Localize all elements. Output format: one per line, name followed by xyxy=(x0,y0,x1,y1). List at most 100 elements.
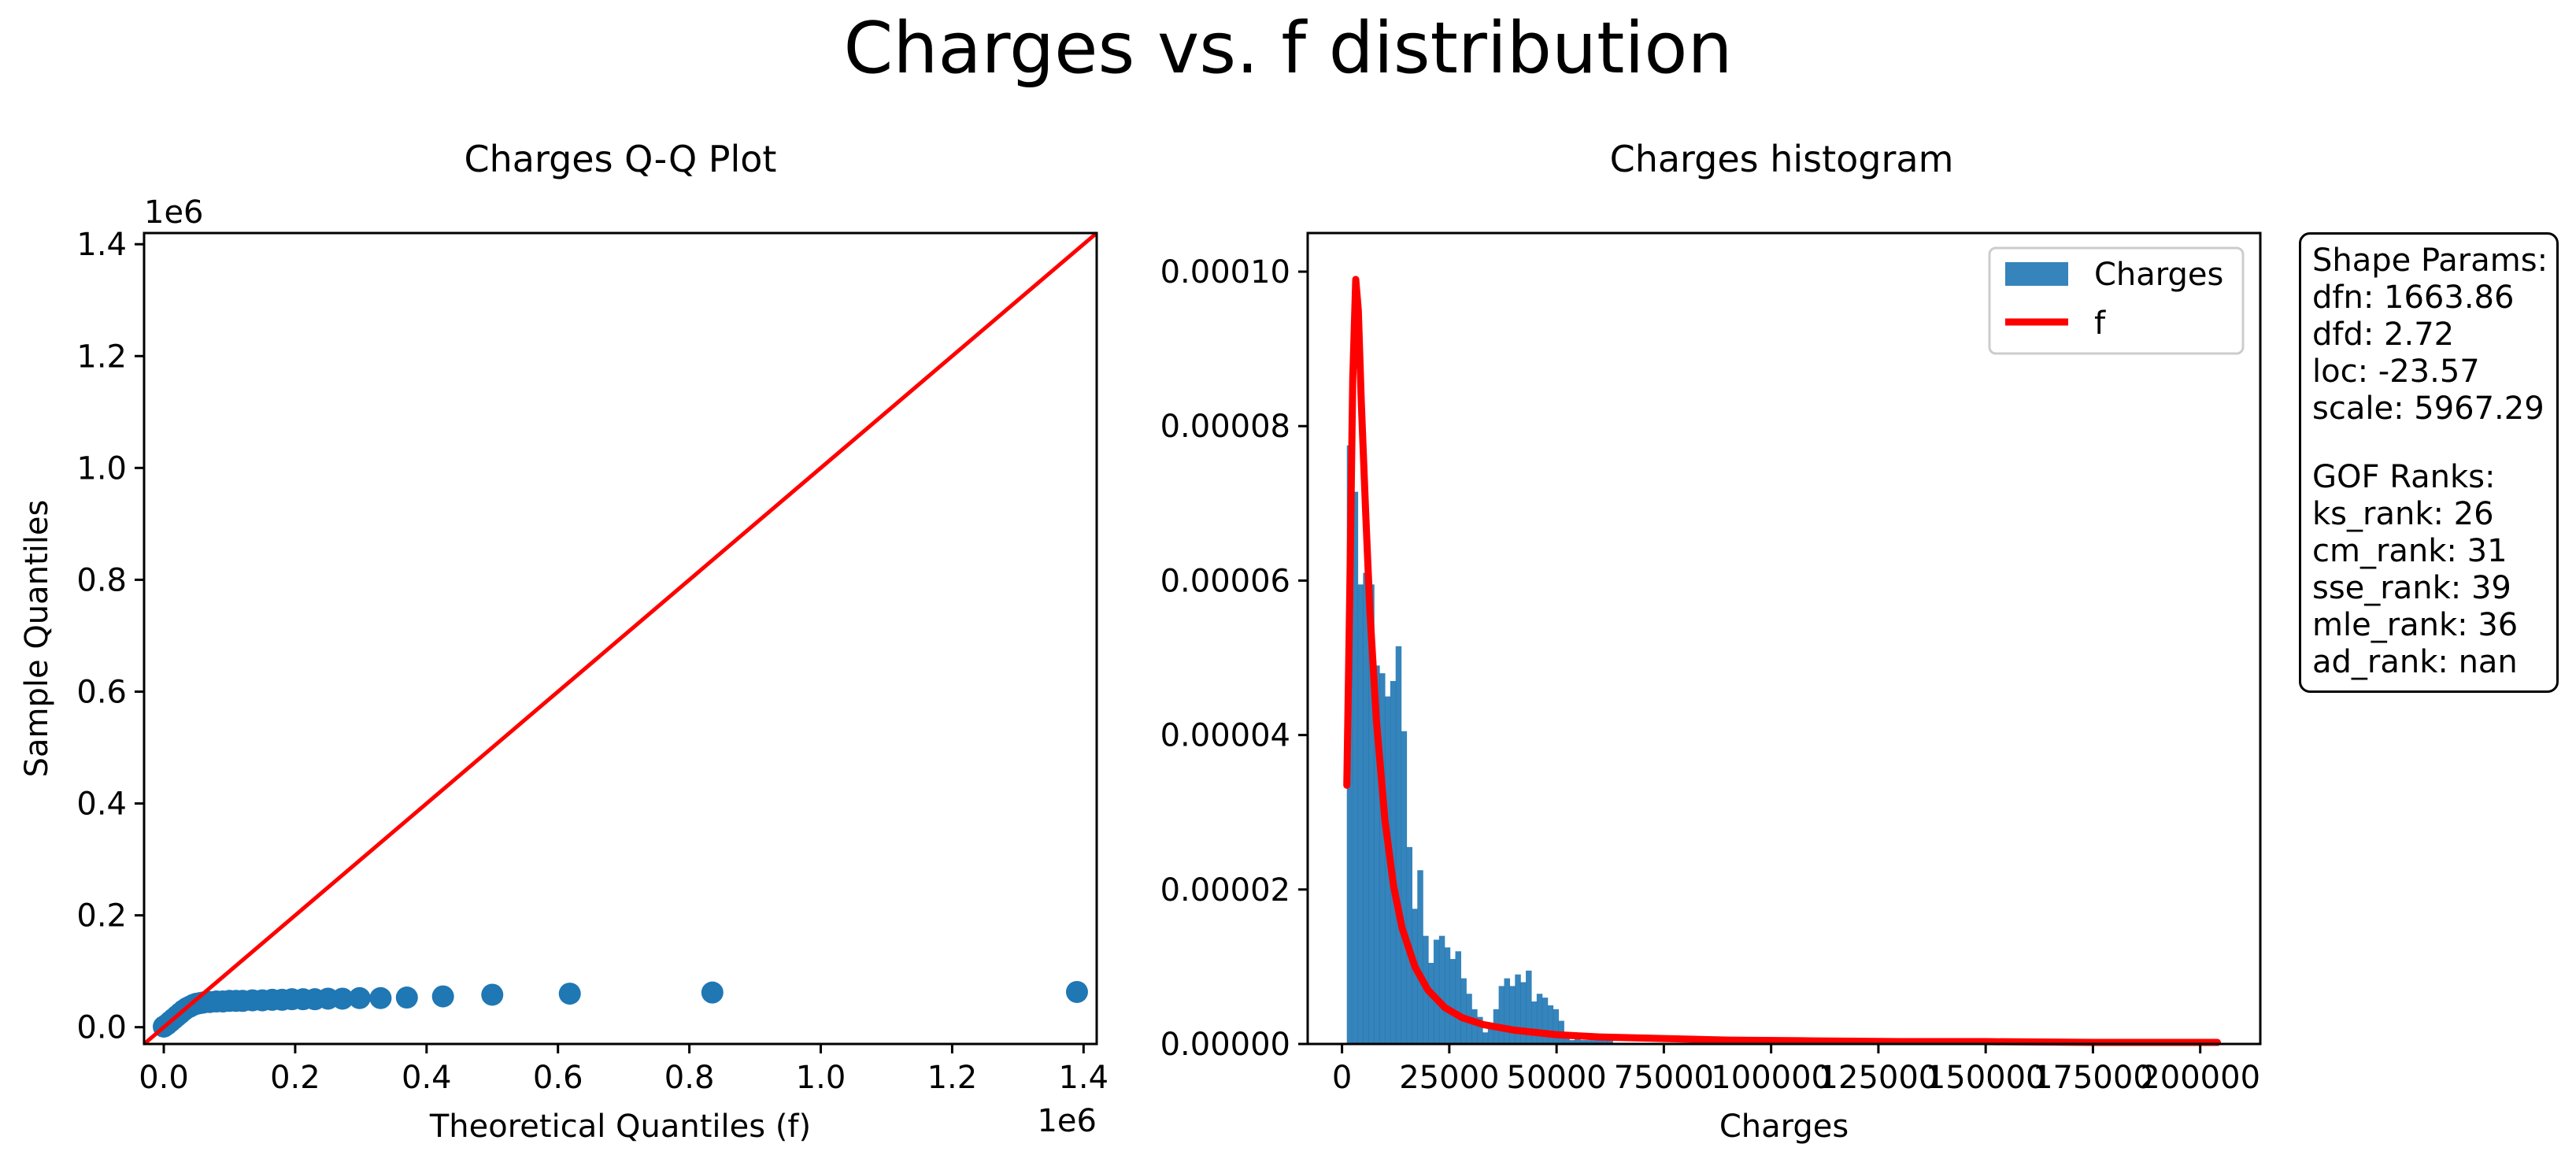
histogram-bar xyxy=(1569,1040,1575,1044)
qq-y-tick-label: 0.0 xyxy=(76,1010,127,1046)
histogram-bar xyxy=(1498,986,1505,1044)
histogram-bar xyxy=(1530,1001,1538,1044)
qq-x-tick-label: 1.0 xyxy=(796,1060,846,1096)
qq-plot-frame xyxy=(142,231,1098,1046)
histogram-x-tick-label: 150000 xyxy=(1926,1060,2046,1096)
histogram-bar xyxy=(1438,935,1445,1044)
qq-y-tick-label: 0.4 xyxy=(76,787,127,823)
histogram-bar xyxy=(1564,1036,1570,1044)
histogram-bar xyxy=(1590,1040,1597,1044)
qq-point xyxy=(331,987,354,1010)
histogram-bar xyxy=(1504,978,1511,1044)
histogram-bar xyxy=(1379,673,1386,1044)
histogram-bar xyxy=(1363,572,1369,1044)
histogram-y-tick-label: 0.00002 xyxy=(1160,872,1290,909)
histogram-bar xyxy=(1520,982,1527,1044)
shape-param-scale: scale: 5967.29 xyxy=(2312,391,2545,427)
qq-point xyxy=(395,986,418,1009)
histogram-bars xyxy=(1346,445,1613,1044)
qq-x-tick-label: 0.6 xyxy=(533,1060,583,1096)
histogram-bar xyxy=(1477,1016,1483,1044)
histogram-x-tick-label: 50000 xyxy=(1507,1060,1607,1096)
shape-param-dfd: dfd: 2.72 xyxy=(2312,316,2455,353)
histogram-x-tick-label: 100000 xyxy=(1711,1060,1831,1096)
histogram-bar xyxy=(1357,584,1364,1044)
qq-y-offset-label: 1e6 xyxy=(144,194,204,231)
histogram-x-tick-label: 175000 xyxy=(2033,1060,2153,1096)
histogram-x-tick-label: 0 xyxy=(1332,1060,1352,1096)
gof-ranks-header: GOF Ranks: xyxy=(2312,459,2496,495)
histogram-bar xyxy=(1482,1032,1489,1044)
histogram-x-tick-label: 75000 xyxy=(1614,1060,1714,1096)
shape-param-loc: loc: -23.57 xyxy=(2312,354,2480,390)
histogram-bar xyxy=(1384,696,1391,1044)
histogram-x-tick-label: 25000 xyxy=(1399,1060,1499,1096)
qq-x-tick-label: 0.4 xyxy=(402,1060,452,1096)
histogram-bar xyxy=(1412,909,1418,1044)
qq-point xyxy=(348,986,371,1009)
histogram-x-axis-label: Charges xyxy=(1719,1109,1849,1145)
histogram-bar xyxy=(1585,1040,1592,1044)
histogram-bar xyxy=(1542,998,1549,1044)
qq-x-tick-label: 0.0 xyxy=(139,1060,189,1096)
qq-point xyxy=(558,983,581,1005)
histogram-frame xyxy=(1306,231,2262,1046)
histogram-bar xyxy=(1374,665,1380,1044)
qq-point xyxy=(369,986,392,1009)
histogram-x-tick-label: 125000 xyxy=(1819,1060,1939,1096)
gof-rank-ks: ks_rank: 26 xyxy=(2312,496,2494,532)
qq-y-tick-label: 0.8 xyxy=(76,562,127,598)
qq-point xyxy=(1065,980,1088,1003)
histogram-y-tick-label: 0.00008 xyxy=(1160,409,1290,445)
fit-curve-f xyxy=(1343,276,2221,1046)
qq-x-tick-label: 1.2 xyxy=(927,1060,978,1096)
histogram-y-tick-label: 0.00000 xyxy=(1160,1027,1290,1063)
histogram-bar xyxy=(1515,974,1521,1044)
histogram-bar xyxy=(1553,1009,1560,1044)
histogram-bar xyxy=(1509,986,1516,1044)
qq-reference-line xyxy=(142,231,1098,1046)
histogram-bar xyxy=(1455,951,1461,1044)
qq-y-axis: 0.0 0.2 0.4 0.6 0.8 1.0 1.2 1.4 xyxy=(76,227,144,1046)
histogram-bar xyxy=(1368,584,1375,1044)
qq-x-axis-label: Theoretical Quantiles (f) xyxy=(429,1109,811,1145)
histogram-bar xyxy=(1401,731,1408,1044)
histogram-bar xyxy=(1601,1040,1608,1044)
qq-plot-title: Charges Q-Q Plot xyxy=(464,138,777,180)
histogram-title: Charges histogram xyxy=(1610,138,1954,180)
histogram-bar xyxy=(1433,939,1440,1044)
histogram-bar xyxy=(1536,994,1543,1044)
histogram-y-tick-label: 0.00004 xyxy=(1160,718,1290,754)
qq-points xyxy=(153,980,1088,1038)
histogram-x-tick-label: 200000 xyxy=(2140,1060,2260,1096)
shape-param-dfn: dfn: 1663.86 xyxy=(2312,279,2515,316)
qq-y-tick-label: 1.4 xyxy=(76,227,127,263)
qq-y-tick-label: 1.2 xyxy=(76,339,127,375)
qq-point xyxy=(481,983,504,1006)
qq-x-tick-label: 0.8 xyxy=(664,1060,715,1096)
histogram-y-axis: 0.00000 0.00002 0.00004 0.00006 0.00008 0.000… xyxy=(1160,254,1308,1063)
figure-title: Charges vs. f distribution xyxy=(844,7,1733,90)
histogram-bar xyxy=(1449,959,1456,1044)
qq-y-tick-label: 0.6 xyxy=(76,674,127,710)
gof-rank-mle: mle_rank: 36 xyxy=(2312,607,2519,643)
shape-params-header: Shape Params: xyxy=(2312,242,2548,279)
qq-x-tick-label: 1.4 xyxy=(1058,1060,1108,1096)
gof-rank-sse: sse_rank: 39 xyxy=(2312,570,2511,606)
qq-y-tick-label: 0.2 xyxy=(76,898,127,935)
histogram-y-tick-label: 0.00006 xyxy=(1160,563,1290,599)
legend-label-charges: Charges xyxy=(2094,257,2223,293)
histogram-bar xyxy=(1460,978,1467,1044)
params-box: Shape Params: dfn: 1663.86 dfd: 2.72 loc… xyxy=(2299,232,2559,693)
gof-rank-cm: cm_rank: 31 xyxy=(2312,533,2508,569)
legend-swatch-charges xyxy=(2005,262,2068,286)
histogram-bar xyxy=(1417,870,1423,1044)
histogram-x-axis: 0 25000 50000 75000100000125000150000175000… xyxy=(1332,1044,2260,1096)
histogram-plot: Charges histogram 0 25000 50000 75000100000… xyxy=(1160,138,2262,1145)
histogram-bar xyxy=(1607,1040,1613,1044)
histogram-bar xyxy=(1547,1005,1554,1044)
legend-label-f: f xyxy=(2094,305,2106,342)
histogram-bar xyxy=(1579,1040,1586,1044)
qq-point xyxy=(431,985,454,1008)
